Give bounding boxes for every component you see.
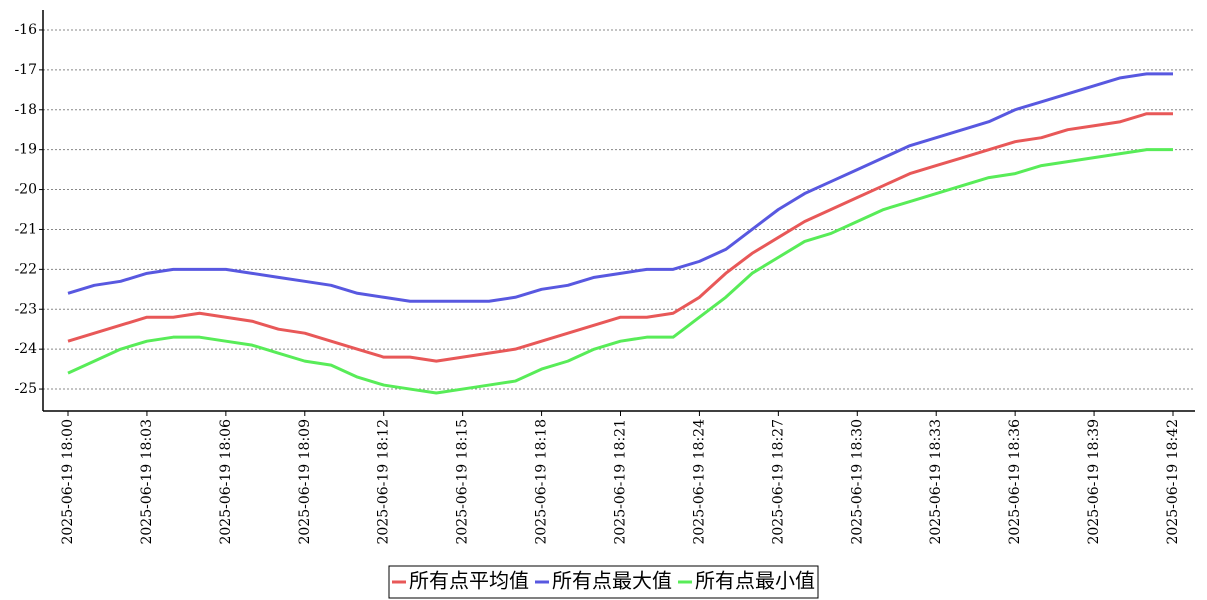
- x-tick-label: 2025-06-19 18:03: [139, 419, 155, 545]
- series-line: [67, 148, 1173, 395]
- legend: 所有点平均值 所有点最大值 所有点最小值: [388, 565, 819, 599]
- x-tick-label: 2025-06-19 18:15: [455, 419, 471, 545]
- y-tick-label: -25: [14, 381, 37, 397]
- x-tick-label: 2025-06-19 18:06: [218, 419, 234, 545]
- x-tick-label: 2025-06-19 18:39: [1086, 419, 1102, 545]
- y-tick-label: -23: [14, 301, 37, 317]
- y-tick-label: -21: [14, 221, 37, 237]
- x-tick-label: 2025-06-19 18:27: [770, 419, 786, 545]
- series-line: [67, 72, 1173, 303]
- x-tick-label: 2025-06-19 18:33: [928, 419, 944, 545]
- y-tick-label: -22: [14, 261, 37, 277]
- x-tick-label: 2025-06-19 18:21: [613, 419, 629, 545]
- x-tick-label: 2025-06-19 18:12: [376, 419, 392, 545]
- legend-box: [388, 565, 819, 599]
- legend-label: 所有点最小值: [695, 569, 815, 593]
- y-tick-label: -19: [14, 142, 37, 158]
- y-tick-label: -16: [14, 22, 37, 38]
- y-tick-label: -20: [14, 182, 37, 198]
- x-tick-label: 2025-06-19 18:18: [534, 419, 550, 545]
- legend-label: 所有点平均值: [409, 569, 529, 593]
- x-tick-label: 2025-06-19 18:36: [1007, 419, 1023, 545]
- series-line: [67, 112, 1173, 363]
- legend-label: 所有点最大值: [552, 569, 672, 593]
- y-tick-label: -24: [14, 341, 37, 357]
- y-tick-label: -18: [14, 102, 37, 118]
- x-tick-label: 2025-06-19 18:30: [849, 419, 865, 545]
- x-tick-label: 2025-06-19 18:24: [691, 419, 707, 545]
- x-tick-label: 2025-06-19 18:00: [60, 419, 76, 545]
- x-tick-label: 2025-06-19 18:42: [1165, 419, 1181, 545]
- x-tick-label: 2025-06-19 18:09: [297, 419, 313, 545]
- y-tick-label: -17: [14, 62, 37, 78]
